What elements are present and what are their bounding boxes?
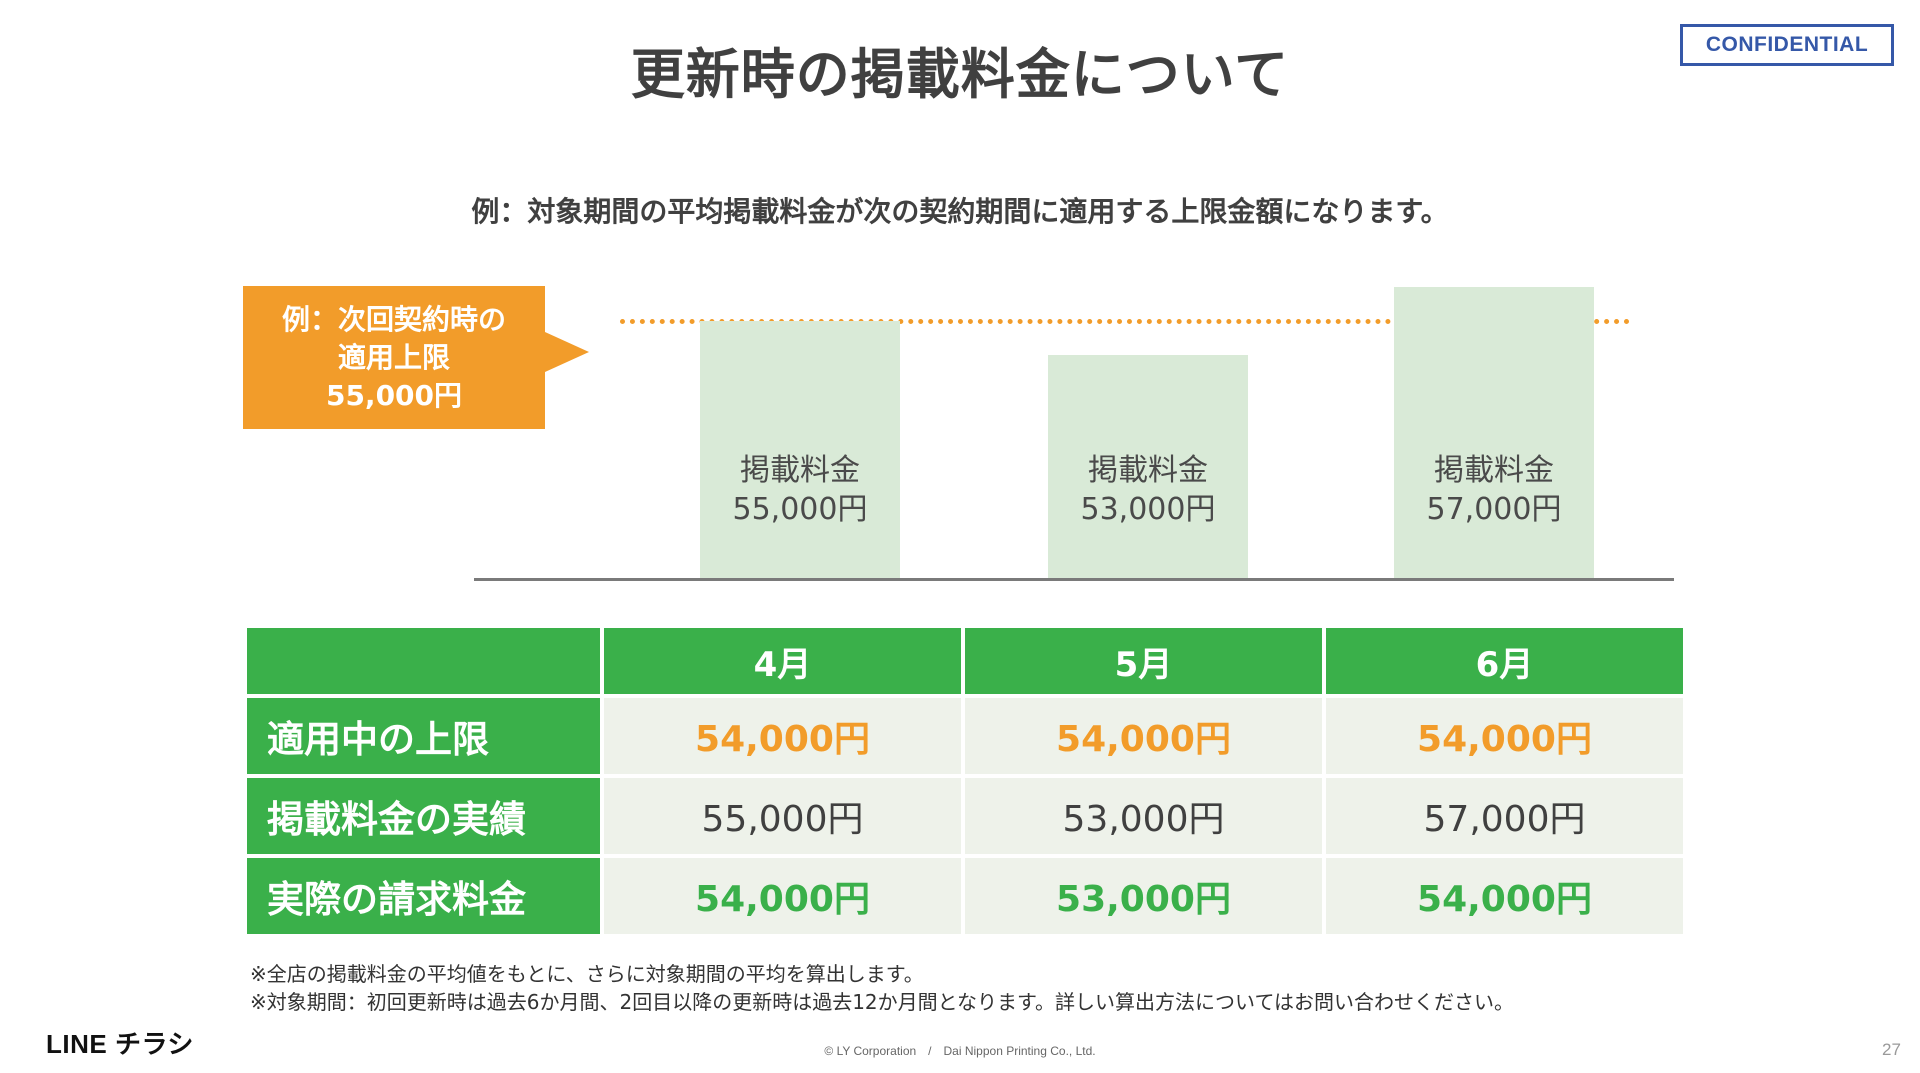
footnotes: ※全店の掲載料金の平均値をもとに、さらに対象期間の平均を算出します。 ※対象期間… — [250, 960, 1514, 1016]
copyright-text: © LY Corporation / Dai Nippon Printing C… — [824, 1044, 1096, 1058]
line-chirashi-logo: LINE チラシ — [46, 1029, 194, 1059]
table-cell: 54,000円 — [1326, 698, 1683, 774]
table-column-header: 4月 — [604, 628, 961, 694]
callout-box: 例：次回契約時の 適用上限 55,000円 — [243, 286, 545, 429]
table-row-header: 掲載料金の実績 — [247, 778, 600, 854]
footnote-2: ※対象期間：初回更新時は過去6か月間、2回目以降の更新時は過去12か月間となりま… — [250, 990, 1515, 1014]
table-cell: 54,000円 — [1326, 858, 1683, 934]
footnote-1: ※全店の掲載料金の平均値をもとに、さらに対象期間の平均を算出します。 — [250, 962, 924, 986]
chart-bar — [1048, 355, 1248, 578]
bar-label-value: 57,000円 — [1426, 492, 1562, 527]
bar-data-label: 掲載料金 55,000円 — [700, 451, 900, 529]
callout-line-2: 適用上限 — [337, 340, 450, 374]
table-cell: 53,000円 — [965, 858, 1322, 934]
limit-reference-line — [620, 319, 1630, 325]
table-cell: 54,000円 — [604, 858, 961, 934]
fee-table: 4月 5月 6月 適用中の上限 54,000円 54,000円 54,000円 掲載料金の実績… — [247, 628, 1683, 934]
table-column-header: 5月 — [965, 628, 1322, 694]
table-cell: 55,000円 — [604, 778, 961, 854]
example-subtitle: 例：対象期間の平均掲載料金が次の契約期間に適用する上限金額になります。 — [471, 195, 1449, 228]
table-corner-cell — [247, 628, 600, 694]
table-cell: 57,000円 — [1326, 778, 1683, 854]
bar-data-label: 掲載料金 53,000円 — [1048, 451, 1248, 529]
table-cell: 53,000円 — [965, 778, 1322, 854]
bar-label-title: 掲載料金 — [1088, 453, 1208, 488]
page-number: 27 — [1882, 1040, 1901, 1059]
table-cell: 54,000円 — [604, 698, 961, 774]
callout-line-1: 例：次回契約時の — [281, 302, 506, 336]
callout-line-3: 55,000円 — [325, 378, 463, 412]
table-row-header: 適用中の上限 — [247, 698, 600, 774]
table-column-header: 6月 — [1326, 628, 1683, 694]
bar-label-value: 55,000円 — [732, 492, 868, 527]
bar-label-title: 掲載料金 — [1434, 453, 1554, 488]
page-title: 更新時の掲載料金について — [630, 43, 1290, 106]
table-row-header: 実際の請求料金 — [247, 858, 600, 934]
table-cell: 54,000円 — [965, 698, 1322, 774]
bar-label-value: 53,000円 — [1080, 492, 1216, 527]
bar-label-title: 掲載料金 — [740, 453, 860, 488]
chart-bar — [700, 321, 900, 578]
callout-arrow — [545, 332, 589, 372]
chart-bar — [1394, 287, 1594, 578]
bar-data-label: 掲載料金 57,000円 — [1394, 451, 1594, 529]
chart-baseline — [474, 578, 1674, 581]
confidential-badge: CONFIDENTIAL — [1680, 24, 1894, 66]
